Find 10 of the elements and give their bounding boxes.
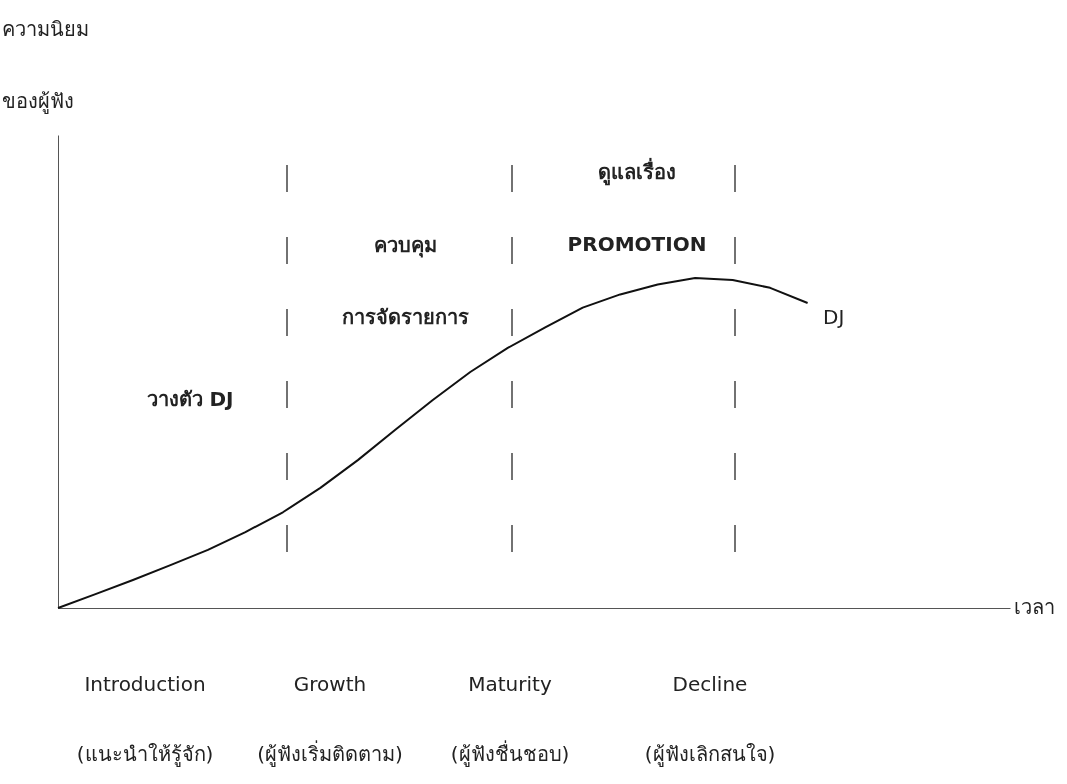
text: ควบคุม การจัดรายการ xyxy=(341,233,469,329)
annotation: DJ xyxy=(823,305,845,329)
text: ความนิยม ของผู้ฟัง xyxy=(2,17,89,113)
text: Maturity (ผู้ฟังชื่นชอบ) xyxy=(450,672,570,766)
text: Growth (ผู้ฟังเริ่มติดตาม) xyxy=(257,672,403,766)
x-axis-title: เวลา xyxy=(1014,595,1055,619)
text: Introduction (แนะนำให้รู้จัก) xyxy=(76,672,214,766)
text: ดูแลเรื่อง PROMOTION xyxy=(567,160,707,256)
text: Decline (ผู้ฟังเลิกสนใจ) xyxy=(644,672,776,766)
annotation: วางตัว DJ xyxy=(146,387,234,411)
